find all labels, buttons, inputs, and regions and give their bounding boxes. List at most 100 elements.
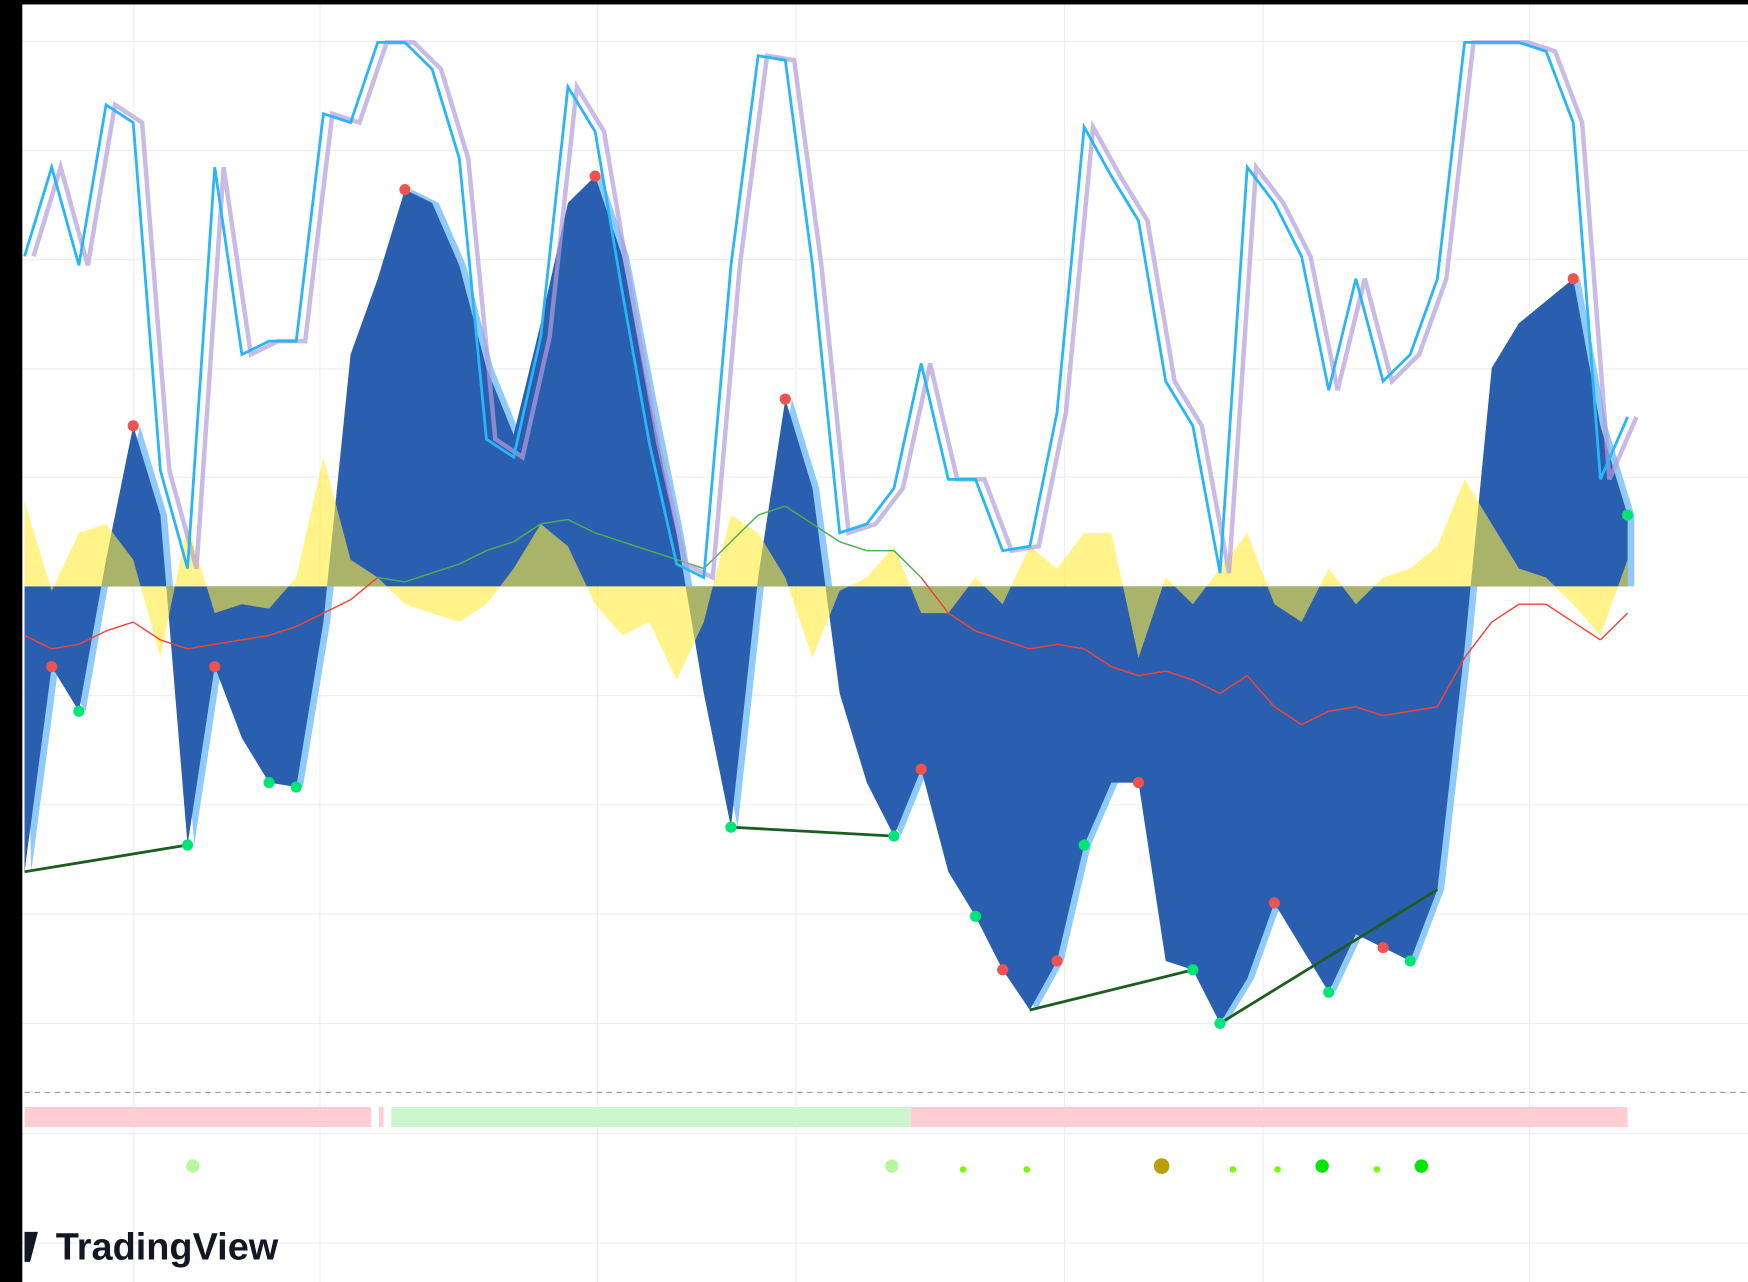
signal-dot bbox=[959, 1166, 967, 1173]
pivot-dot bbox=[1404, 955, 1416, 967]
divergence-line bbox=[730, 825, 895, 838]
pivot-dot bbox=[181, 839, 194, 851]
divergence-line bbox=[24, 843, 188, 874]
pivot-dot bbox=[969, 910, 982, 922]
signal-segment bbox=[1301, 710, 1330, 726]
signal-segment bbox=[1029, 643, 1058, 650]
pivot-dot bbox=[46, 661, 58, 673]
pivot-dot bbox=[73, 705, 85, 717]
signal-segment bbox=[1056, 643, 1085, 650]
pivot-dot bbox=[290, 781, 302, 793]
signal-segment bbox=[1599, 612, 1629, 641]
signal-segment bbox=[1273, 706, 1302, 726]
signal-segment bbox=[431, 563, 460, 574]
signal-dot bbox=[1229, 1166, 1237, 1173]
signal-segment bbox=[594, 532, 623, 543]
pivot-dot bbox=[263, 777, 275, 789]
signal-segment bbox=[893, 550, 922, 578]
signal-segment bbox=[1463, 621, 1493, 659]
signal-dot bbox=[1373, 1166, 1381, 1173]
signal-segment bbox=[187, 643, 215, 650]
signal-segment bbox=[812, 523, 841, 543]
pivot-dot bbox=[1132, 777, 1145, 789]
line bbox=[23, 40, 1629, 580]
signal-segment bbox=[730, 514, 759, 543]
signal-segment bbox=[486, 541, 514, 552]
signal-dots bbox=[186, 1158, 1429, 1174]
pivot-dot bbox=[1377, 941, 1389, 954]
pivot-dot bbox=[1214, 1017, 1226, 1029]
frame-edge bbox=[0, 0, 1748, 5]
regime-strip bbox=[910, 1106, 1628, 1128]
divergence-line bbox=[1219, 888, 1439, 1025]
signal-segment bbox=[920, 577, 949, 614]
signal-segment bbox=[1545, 603, 1574, 623]
signal-segment bbox=[1219, 674, 1248, 695]
signal-segment bbox=[1491, 603, 1520, 623]
signal-dot bbox=[186, 1159, 200, 1173]
signal-segment bbox=[1111, 665, 1139, 677]
regime-strip bbox=[379, 1106, 384, 1128]
signal-segment bbox=[1083, 648, 1112, 668]
signal-dot bbox=[1023, 1166, 1031, 1173]
watermark: TradingView bbox=[56, 1227, 279, 1269]
pivot-dot bbox=[915, 763, 927, 775]
pivot-dot bbox=[1268, 897, 1280, 909]
signal-segment bbox=[160, 639, 188, 650]
signal-segment bbox=[1410, 706, 1438, 712]
signal-segment bbox=[784, 505, 813, 525]
area bbox=[24, 457, 1628, 681]
signal-segment bbox=[350, 576, 379, 601]
signal-segment bbox=[1572, 621, 1601, 641]
pivot-dot bbox=[1622, 509, 1634, 521]
signal-segment bbox=[622, 541, 650, 552]
signal-segment bbox=[51, 643, 79, 650]
signal-segment bbox=[975, 630, 1003, 641]
signal-segment bbox=[295, 612, 324, 628]
signal-dot bbox=[1153, 1158, 1170, 1174]
signal-segment bbox=[105, 621, 134, 632]
signal-segment bbox=[513, 523, 542, 543]
signal-segment bbox=[78, 630, 107, 645]
divergence-line bbox=[1029, 968, 1194, 1012]
pivot-dot bbox=[1187, 964, 1199, 976]
signal-segment bbox=[1382, 710, 1411, 717]
signal-segment bbox=[649, 550, 677, 561]
pivot-dot bbox=[779, 393, 791, 405]
area bbox=[24, 176, 1628, 1024]
signal-segment bbox=[323, 599, 351, 614]
plot-area bbox=[23, 40, 1639, 1029]
pivot-dot bbox=[888, 830, 900, 842]
signal-segment bbox=[757, 505, 786, 516]
signal-segment bbox=[1436, 657, 1466, 708]
signal-segment bbox=[1192, 679, 1221, 695]
pivot-dot bbox=[1051, 955, 1063, 967]
frame-edge bbox=[0, 0, 23, 1282]
regime-strip bbox=[391, 1106, 911, 1128]
pivot-dot bbox=[209, 661, 221, 673]
pivot-dot bbox=[127, 420, 139, 432]
line-shadow bbox=[31, 40, 1639, 581]
signal-segment bbox=[241, 634, 270, 641]
signal-segment bbox=[567, 518, 596, 534]
signal-segment bbox=[1138, 670, 1166, 677]
pivot-dot bbox=[589, 170, 601, 182]
signal-segment bbox=[268, 625, 297, 637]
pivot-dot bbox=[1567, 273, 1579, 285]
signal-dot bbox=[885, 1159, 899, 1173]
logo-mark bbox=[24, 1231, 38, 1262]
signal-segment bbox=[1002, 639, 1031, 650]
signal-segment bbox=[703, 541, 732, 570]
signal-segment bbox=[377, 576, 406, 583]
signal-dot bbox=[1414, 1159, 1429, 1173]
signal-segment bbox=[214, 639, 243, 646]
signal-segment bbox=[1246, 675, 1275, 708]
signal-segment bbox=[132, 621, 161, 641]
pivot-dot bbox=[1323, 986, 1335, 998]
signal-dot bbox=[1315, 1159, 1329, 1173]
signal-segment bbox=[1328, 706, 1357, 712]
signal-dot bbox=[1274, 1166, 1281, 1173]
regime-strip bbox=[24, 1106, 372, 1128]
pivot-dot bbox=[1078, 839, 1090, 851]
